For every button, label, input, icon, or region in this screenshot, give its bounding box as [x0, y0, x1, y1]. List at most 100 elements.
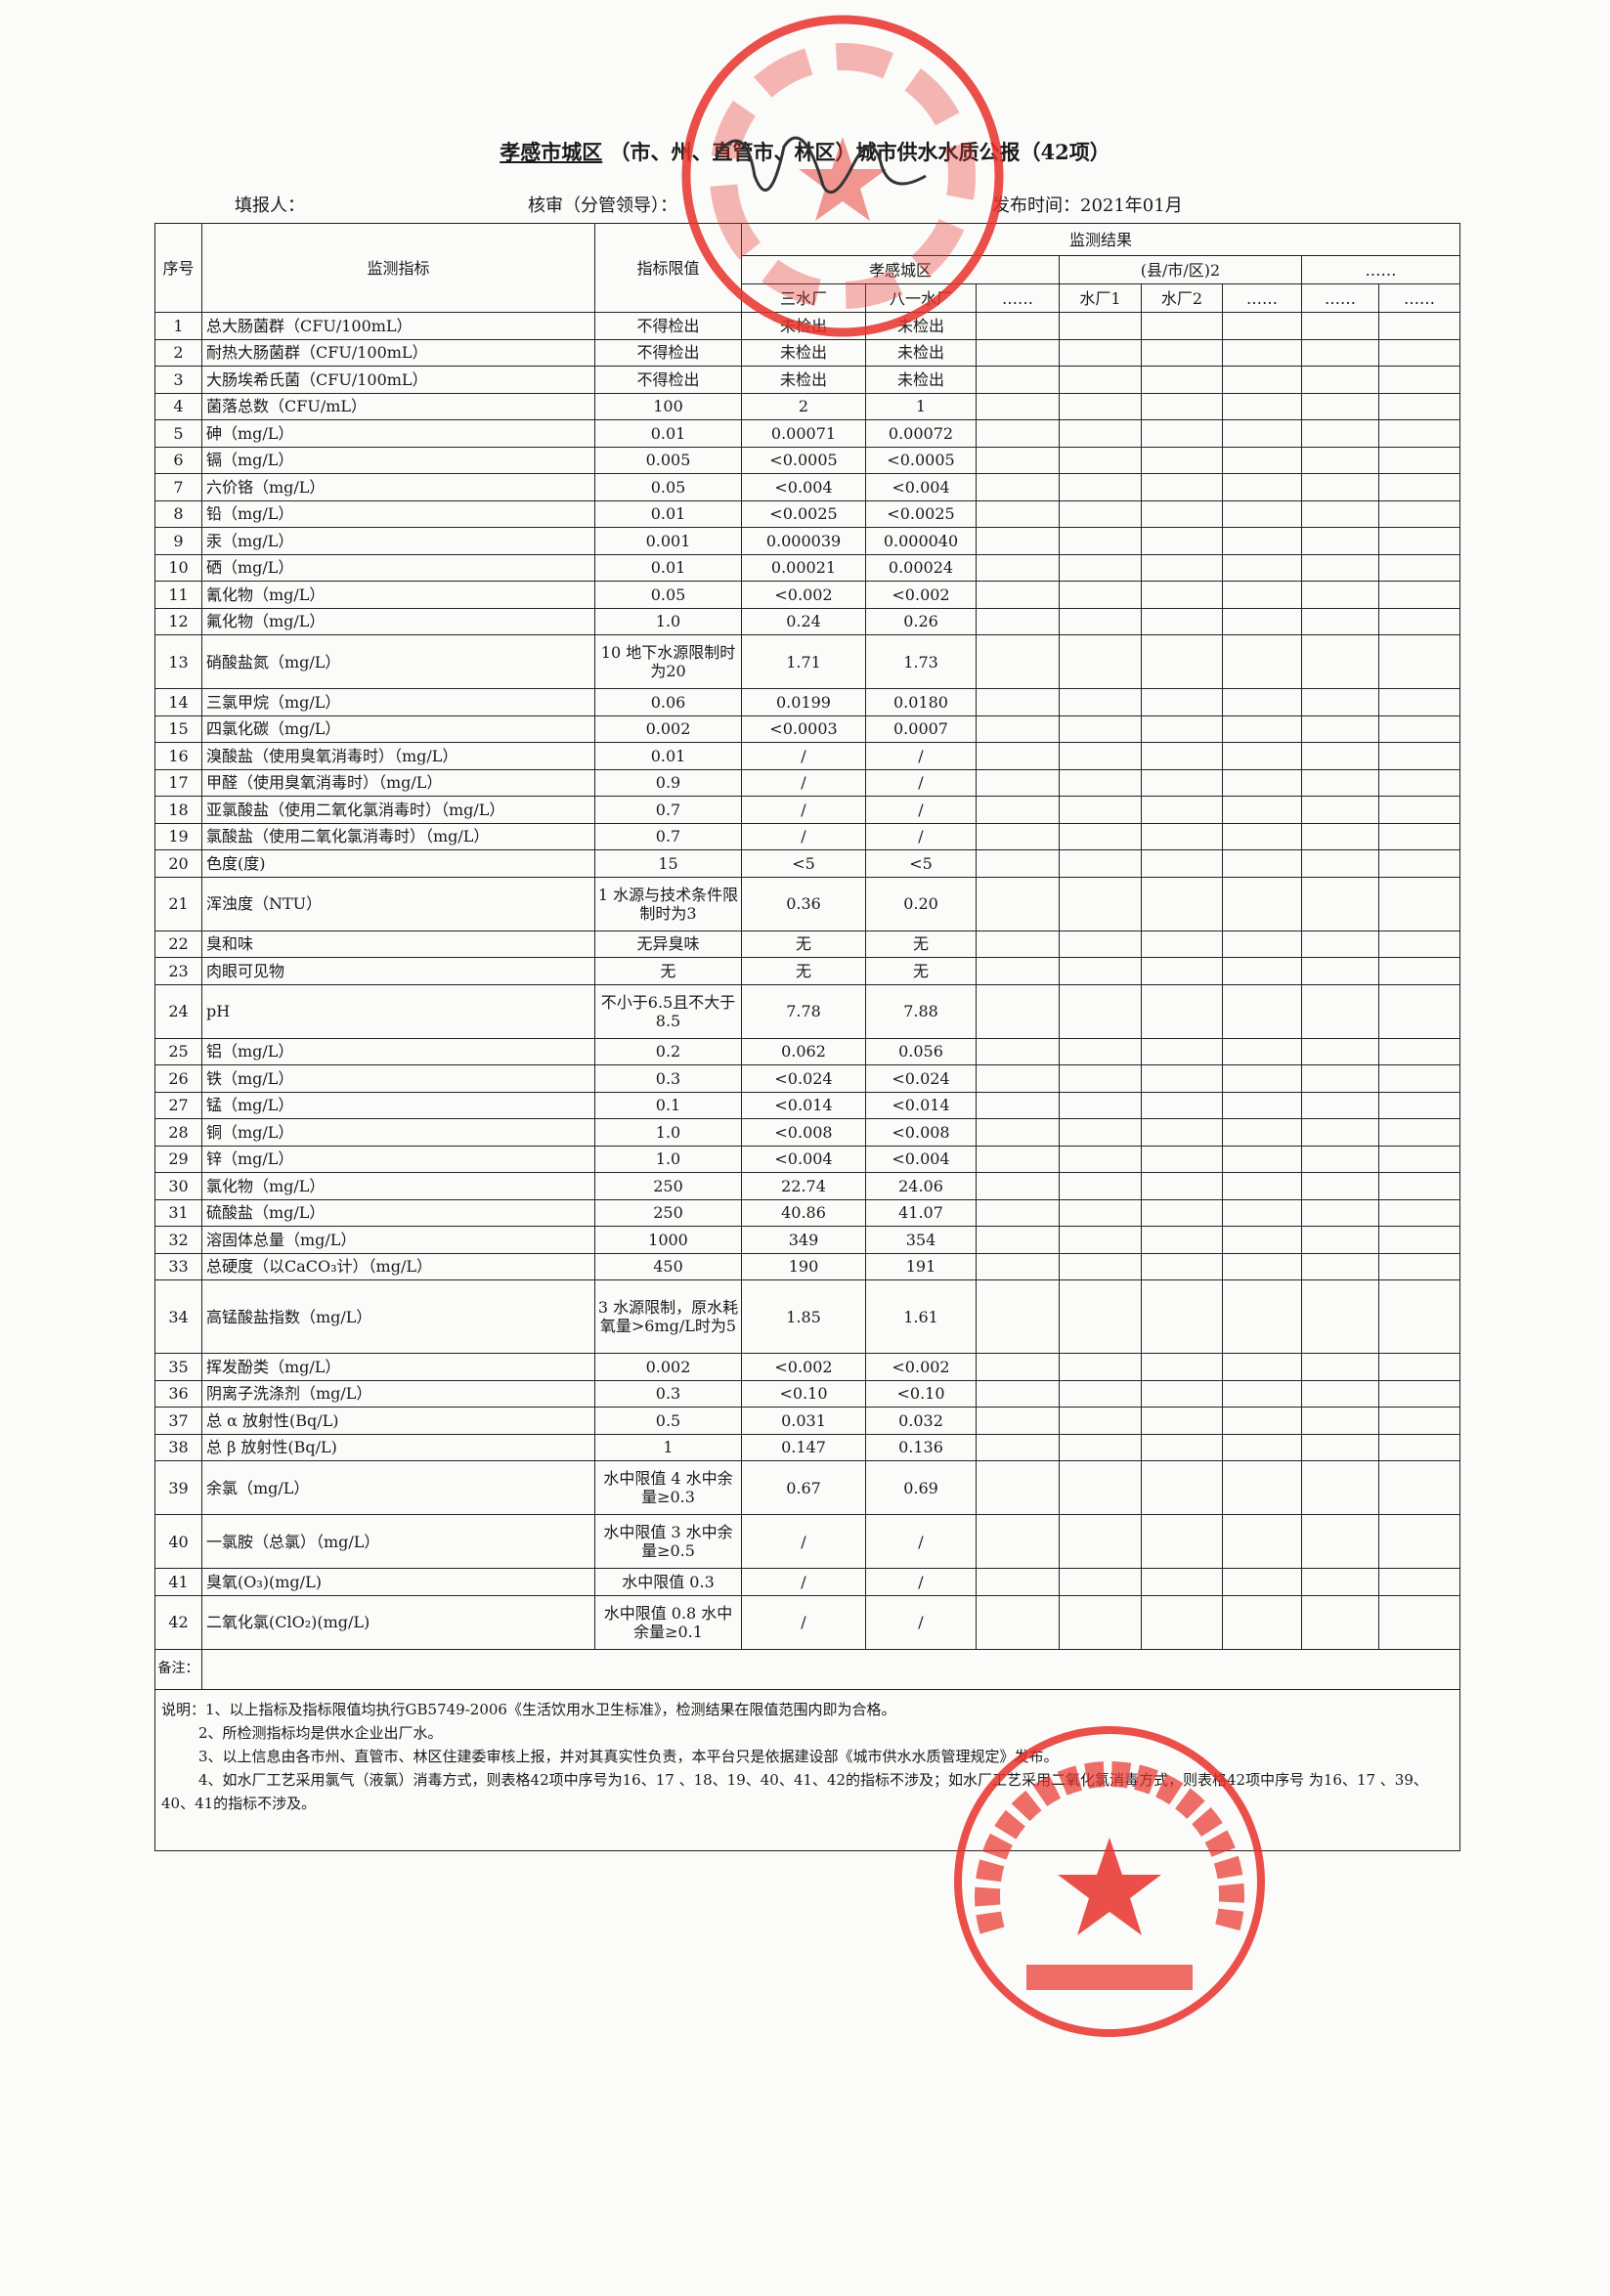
header-group-3: ……: [1300, 255, 1461, 284]
indicator-name: 氯化物（mg/L）: [201, 1172, 595, 1200]
result-empty: [976, 768, 1060, 797]
result-empty: [976, 930, 1060, 958]
result-bayishuichang: 0.20: [865, 876, 977, 931]
limit-value: 0.3: [594, 1379, 742, 1408]
result-empty: [1059, 366, 1142, 394]
indicator-name: 总硬度（以CaCO₃计）（mg/L）: [201, 1252, 595, 1280]
result-empty: [1377, 527, 1461, 555]
result-empty: [1059, 1353, 1142, 1381]
result-sanshuichang: /: [741, 742, 866, 770]
table-row: 5 砷（mg/L） 0.01 0.00071 0.00072: [154, 419, 1461, 448]
result-empty: [1301, 553, 1379, 582]
result-empty: [1222, 527, 1302, 555]
limit-value: 无: [594, 957, 742, 985]
limit-value: 0.7: [594, 796, 742, 824]
result-bayishuichang: 1: [865, 392, 977, 420]
indicator-name: 硝酸盐氮（mg/L）: [201, 634, 595, 689]
result-bayishuichang: 354: [865, 1226, 977, 1254]
result-bayishuichang: 无: [865, 957, 977, 985]
indicator-name: 高锰酸盐指数（mg/L）: [201, 1279, 595, 1354]
result-empty: [1141, 527, 1223, 555]
result-bayishuichang: <0.0005: [865, 446, 977, 474]
result-sanshuichang: <0.008: [741, 1118, 866, 1147]
indicator-name: 浑浊度（NTU）: [201, 876, 595, 931]
indicator-name: 挥发酚类（mg/L）: [201, 1353, 595, 1381]
limit-value: 1: [594, 1433, 742, 1461]
result-bayishuichang: /: [865, 742, 977, 770]
result-empty: [1141, 1172, 1223, 1200]
indicator-name: 一氯胺（总氯）（mg/L）: [201, 1514, 595, 1569]
row-number: 26: [154, 1064, 202, 1093]
result-empty: [1141, 1091, 1223, 1119]
indicator-name: 铜（mg/L）: [201, 1118, 595, 1147]
result-empty: [1301, 876, 1379, 931]
result-empty: [1377, 983, 1461, 1039]
result-empty: [1141, 392, 1223, 420]
result-empty: [1301, 1379, 1379, 1408]
result-empty: [1141, 822, 1223, 850]
table-row: 1 总大肠菌群（CFU/100mL） 不得检出 未检出 未检出: [154, 312, 1461, 340]
result-sanshuichang: <0.014: [741, 1091, 866, 1119]
limit-value: 0.2: [594, 1037, 742, 1065]
result-empty: [1141, 768, 1223, 797]
page-title: 孝感市城区 （市、州、直管市、林区）城市供水水质公报（42项）: [500, 140, 1110, 164]
result-sanshuichang: 0.00021: [741, 553, 866, 582]
result-bayishuichang: /: [865, 768, 977, 797]
row-number: 23: [154, 957, 202, 985]
limit-value: 1.0: [594, 1145, 742, 1173]
result-empty: [1377, 930, 1461, 958]
result-empty: [976, 338, 1060, 367]
result-sanshuichang: 无: [741, 957, 866, 985]
result-empty: [1222, 1252, 1302, 1280]
result-empty: [1222, 957, 1302, 985]
indicator-name: 菌落总数（CFU/mL）: [201, 392, 595, 420]
header-plant: 八一水厂: [865, 283, 977, 313]
indicator-name: 亚氯酸盐（使用二氧化氯消毒时）（mg/L）: [201, 796, 595, 824]
result-empty: [976, 688, 1060, 716]
result-empty: [1141, 1407, 1223, 1435]
result-bayishuichang: <0.10: [865, 1379, 977, 1408]
indicator-name: 铝（mg/L）: [201, 1037, 595, 1065]
table-row: 38 总 β 放射性(Bq/L) 1 0.147 0.136: [154, 1433, 1461, 1461]
row-number: 17: [154, 768, 202, 797]
result-empty: [1222, 715, 1302, 743]
result-empty: [1222, 1198, 1302, 1227]
result-bayishuichang: 0.000040: [865, 527, 977, 555]
table-row: 20 色度(度) 15 <5 <5: [154, 849, 1461, 878]
result-empty: [976, 876, 1060, 931]
table-row: 32 溶固体总量（mg/L） 1000 349 354: [154, 1226, 1461, 1254]
explanation-row: 说明：1、以上指标及指标限值均执行GB5749-2006《生活饮用水卫生标准》，…: [153, 1688, 1461, 1851]
result-empty: [1301, 1433, 1379, 1461]
result-empty: [1301, 849, 1379, 878]
result-bayishuichang: 0.69: [865, 1460, 977, 1515]
result-empty: [1222, 419, 1302, 448]
result-sanshuichang: 1.71: [741, 634, 866, 689]
result-empty: [1377, 1091, 1461, 1119]
notes-row: 备注：: [154, 1648, 1461, 1690]
limit-value: 1 水源与技术条件限制时为3: [594, 876, 742, 931]
result-empty: [1222, 1407, 1302, 1435]
notes-content: [200, 1648, 1461, 1690]
header-group-2: (县/市/区)2: [1059, 255, 1302, 284]
result-sanshuichang: 0.062: [741, 1037, 866, 1065]
result-empty: [1141, 446, 1223, 474]
result-empty: [976, 742, 1060, 770]
indicator-name: pH: [201, 983, 595, 1039]
result-sanshuichang: 349: [741, 1226, 866, 1254]
table-row: 17 甲醛（使用臭氧消毒时）（mg/L） 0.9//: [154, 768, 1461, 797]
indicator-name: 铁（mg/L）: [201, 1064, 595, 1093]
limit-value: 0.002: [594, 715, 742, 743]
limit-value: 250: [594, 1172, 742, 1200]
table-row: 11 氰化物（mg/L） 0.05 <0.002 <0.002: [154, 581, 1461, 609]
result-empty: [1377, 876, 1461, 931]
result-empty: [1222, 849, 1302, 878]
result-empty: [976, 634, 1060, 689]
result-empty: [976, 1594, 1060, 1650]
limit-value: 450: [594, 1252, 742, 1280]
result-empty: [976, 715, 1060, 743]
result-bayishuichang: <0.008: [865, 1118, 977, 1147]
header-results: 监测结果: [740, 223, 1461, 256]
result-sanshuichang: 22.74: [741, 1172, 866, 1200]
table-row: 22 臭和味 无异臭味无无: [154, 930, 1461, 958]
result-empty: [1301, 366, 1379, 394]
